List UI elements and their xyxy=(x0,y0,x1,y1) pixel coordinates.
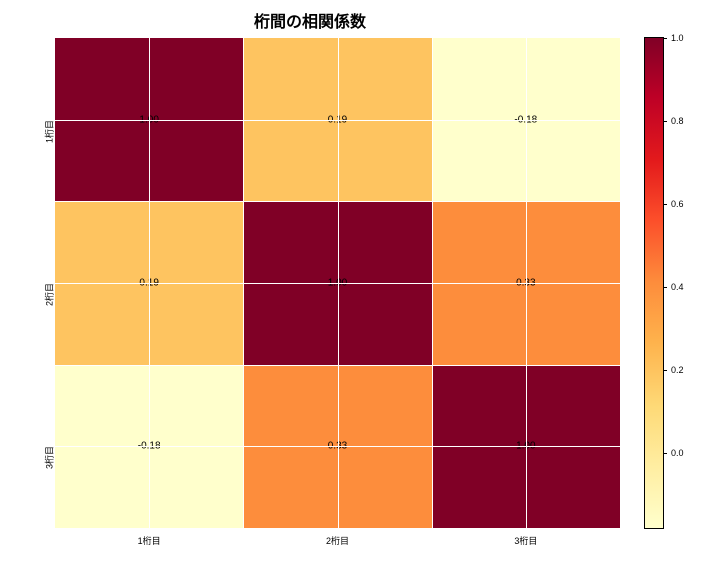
cell-border-horizontal xyxy=(55,201,620,202)
cell-border-vertical xyxy=(243,38,244,528)
gridline-horizontal xyxy=(55,283,620,284)
chart-title: 桁間の相関係数 xyxy=(0,8,620,32)
colorbar-tickmark xyxy=(663,204,667,205)
cell-border-horizontal xyxy=(55,365,620,366)
colorbar-tickmark xyxy=(663,370,667,371)
colorbar-tick-label: 0.8 xyxy=(671,116,684,126)
cell-border-vertical xyxy=(432,38,433,528)
colorbar-tick: 0.8 xyxy=(663,116,684,126)
colorbar-tick: 0.4 xyxy=(663,282,684,292)
colorbar-tick-label: 0.2 xyxy=(671,365,684,375)
colorbar-tickmark xyxy=(663,453,667,454)
colorbar-tickmark xyxy=(663,121,667,122)
colorbar-tick: 1.0 xyxy=(663,33,684,43)
colorbar-tick: 0.2 xyxy=(663,365,684,375)
figure: 桁間の相関係数 1.000.19-0.180.191.000.33-0.180.… xyxy=(0,0,720,576)
y-tick-label: 1桁目 xyxy=(43,120,56,143)
gridline-horizontal xyxy=(55,120,620,121)
colorbar-tick-label: 1.0 xyxy=(671,33,684,43)
x-tick-label: 3桁目 xyxy=(514,534,537,547)
colorbar-tick-label: 0.4 xyxy=(671,282,684,292)
x-tick-label: 2桁目 xyxy=(326,534,349,547)
x-tick-label: 1桁目 xyxy=(138,534,161,547)
colorbar-tick-label: 0.6 xyxy=(671,199,684,209)
y-tick-label: 3桁目 xyxy=(43,446,56,469)
colorbar-tickmark xyxy=(663,38,667,39)
colorbar-tick-label: 0.0 xyxy=(671,448,684,458)
heatmap-plot-area: 1.000.19-0.180.191.000.33-0.180.331.00 xyxy=(55,38,620,528)
y-tick-label: 2桁目 xyxy=(43,283,56,306)
colorbar-tick: 0.0 xyxy=(663,448,684,458)
colorbar-tickmark xyxy=(663,287,667,288)
gridline-horizontal xyxy=(55,446,620,447)
colorbar-tick: 0.6 xyxy=(663,199,684,209)
colorbar: 0.00.20.40.60.81.0 xyxy=(645,38,663,528)
